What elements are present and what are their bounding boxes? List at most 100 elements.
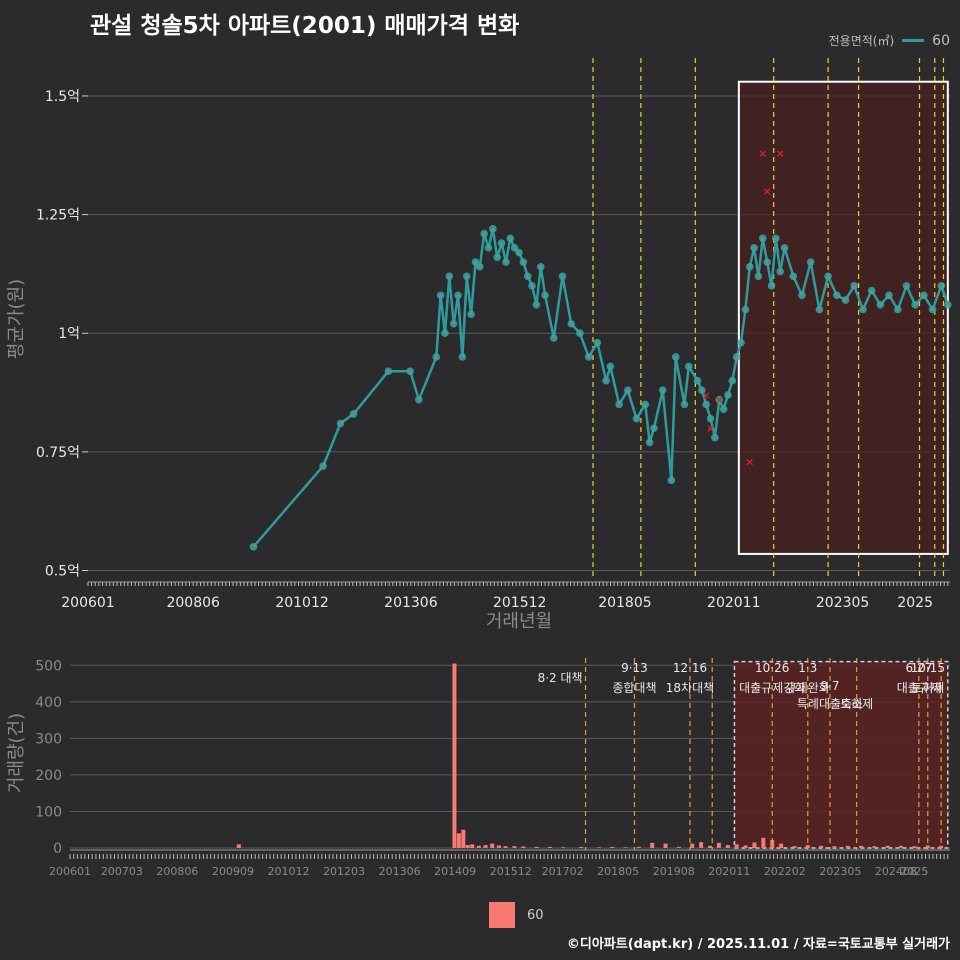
event-label: 종합대책 (612, 680, 656, 695)
data-point (497, 239, 506, 247)
data-point (476, 263, 484, 271)
volume-bar (899, 845, 904, 848)
event-label: 18차대책 (666, 680, 714, 695)
event-label: 특례대출축소 (797, 697, 863, 711)
data-point (480, 229, 488, 238)
volume-bar (461, 829, 466, 848)
x-tick-label: 201702 (542, 865, 584, 878)
data-point (349, 410, 358, 418)
data-point (671, 353, 680, 361)
data-point (680, 400, 689, 409)
event-label: 토허제 (911, 681, 944, 695)
x-tick-label: 2025 (900, 865, 928, 878)
data-point (841, 296, 850, 304)
price-chart: 0.5억 0.75억 1억 1.25억 1.5억 200601 200806 201012 20… (6, 58, 952, 632)
data-point (441, 329, 449, 338)
x-tick-label: 201012 (275, 595, 328, 611)
data-point (745, 263, 754, 271)
x-tick-label: 201908 (653, 865, 695, 878)
y-axis-label: 평균가(원) (6, 279, 27, 359)
data-point (415, 395, 423, 404)
cancelled-trade-mark: × (763, 185, 772, 198)
data-point (693, 376, 702, 385)
data-point (715, 395, 724, 404)
x-tick-label: 201805 (598, 595, 651, 611)
y-tick-label: 400 (35, 695, 62, 711)
event-date: 1·3 (798, 661, 817, 675)
data-point (576, 329, 584, 338)
data-point (719, 405, 728, 413)
event-label: 토허제 (840, 697, 873, 711)
data-point (567, 319, 576, 328)
volume-bar (761, 837, 766, 848)
volume-bar (636, 846, 641, 848)
data-point (650, 424, 658, 432)
event-date: 10·26 (755, 661, 789, 675)
data-point (624, 386, 632, 394)
volume-bar (872, 846, 877, 848)
cancelled-trade-mark: × (745, 455, 754, 468)
volume-bar (716, 842, 721, 848)
data-point (806, 258, 815, 266)
data-point (667, 476, 676, 485)
data-point (702, 400, 711, 409)
data-point (728, 376, 737, 385)
data-point (902, 281, 911, 290)
cancelled-trade-mark: × (776, 147, 785, 160)
data-point (493, 253, 502, 262)
data-point (776, 267, 785, 276)
data-point (523, 272, 532, 281)
volume-bar (845, 845, 850, 848)
data-point (336, 419, 345, 428)
data-point (249, 542, 258, 551)
volume-bar (939, 845, 944, 848)
y-tick-label: 0.5억 (45, 564, 80, 580)
x-tick-label: 201306 (384, 595, 438, 611)
event-label: 8·2 대책 (538, 670, 583, 685)
cancelled-trade-mark: × (715, 394, 724, 407)
volume-bar (690, 843, 695, 848)
volume-bar (490, 843, 495, 848)
data-point (724, 391, 732, 399)
event-label: 규제완화 (786, 681, 830, 695)
volume-bar (512, 846, 517, 848)
y-axis-label: 거래량(건) (6, 713, 27, 793)
data-point (876, 300, 885, 309)
data-point (536, 263, 545, 271)
data-point (867, 286, 876, 295)
data-point (467, 310, 475, 319)
x-tick-label: 202011 (708, 865, 750, 878)
volume-bar (476, 845, 481, 848)
data-point (824, 272, 832, 281)
data-point (937, 281, 946, 290)
data-point (506, 234, 515, 243)
volume-bar (496, 845, 501, 848)
volume-bar (708, 845, 712, 848)
x-tick-label: 200806 (156, 865, 198, 878)
data-point (780, 244, 789, 252)
volume-bar (925, 845, 930, 848)
data-point (645, 438, 654, 447)
data-point (541, 291, 549, 300)
data-point (758, 234, 767, 243)
data-point (833, 291, 841, 300)
y-tick-label: 1억 (58, 326, 80, 342)
data-point (658, 386, 667, 394)
series-line (252, 227, 949, 548)
data-point (606, 362, 615, 371)
data-point (519, 258, 528, 266)
event-label: 대출규제강화 (739, 681, 805, 695)
volume-bar (792, 846, 797, 848)
cancelled-trade-mark: × (758, 147, 767, 160)
data-point (641, 400, 650, 409)
data-point (850, 281, 859, 290)
volume-bar (752, 842, 757, 848)
x-tick-label: 200601 (49, 865, 91, 878)
volume-bar (725, 845, 730, 848)
volume-bar (734, 844, 739, 848)
event-date: 6·27 (906, 661, 933, 675)
volume-bar (521, 846, 526, 848)
data-point (767, 281, 776, 290)
volume-bar (912, 846, 917, 848)
volume-bar (779, 843, 784, 848)
